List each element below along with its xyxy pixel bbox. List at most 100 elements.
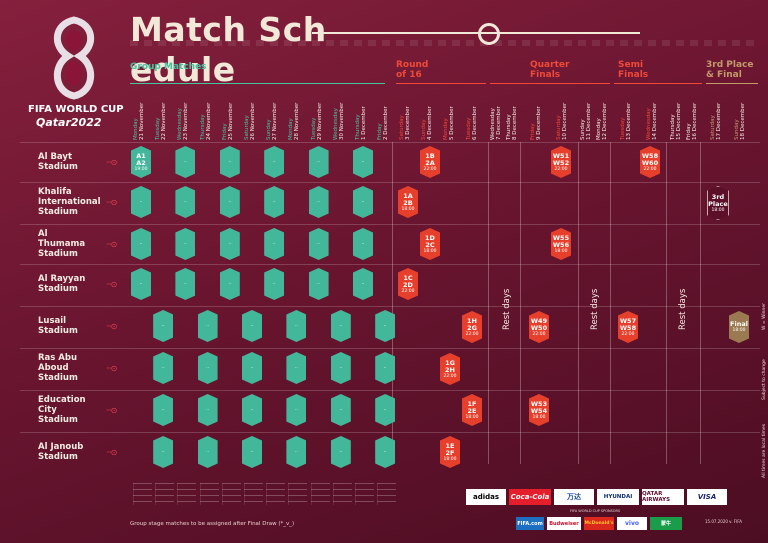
stage-r16-line (396, 83, 486, 84)
legend-column (244, 483, 263, 505)
date: 11 December (586, 102, 592, 140)
placeholder-mark: ·· (272, 159, 276, 165)
legend-column (266, 483, 286, 505)
placeholder-mark: ·· (294, 449, 298, 455)
day-header: Thursday 15 December (670, 84, 682, 140)
date: 14 December (652, 102, 658, 140)
row-separator (20, 306, 760, 307)
day-header: Tuesday 13 December (620, 84, 632, 140)
placeholder-mark: ·· (383, 407, 387, 413)
venue-marker-icon: ···⊙ (106, 406, 117, 415)
placeholder-mark: ·· (272, 199, 276, 205)
legend-column (332, 483, 352, 505)
group-match: ·· (353, 146, 373, 178)
match-r16-4: 1C 2D 22:00 (398, 268, 418, 300)
match-final: Final 18:00 (729, 311, 749, 343)
date: 28 November (294, 102, 301, 140)
date: 12 December (602, 102, 608, 140)
venue-line: Thumama (38, 239, 86, 249)
kickoff-time: 19:00 (134, 166, 148, 172)
day-header: Wednesday 23 November (177, 84, 189, 140)
placeholder-mark: ·· (361, 241, 365, 247)
venue-label: Al Rayyan Stadium (38, 274, 108, 294)
group-match: ·· (286, 436, 307, 468)
sponsor-fifa-com: FIFA.com (516, 517, 544, 530)
date: 24 November (205, 102, 212, 140)
placeholder-mark: ·· (183, 241, 187, 247)
placeholder-mark: ·· (383, 365, 387, 371)
group-match: ·· (375, 352, 396, 384)
weekday: Wednesday (332, 108, 339, 140)
group-match: ·· (330, 310, 351, 342)
placeholder-mark: ·· (161, 407, 165, 413)
sponsor-wanda: 万达 (554, 489, 594, 505)
placeholder-mark: ·· (161, 449, 165, 455)
placeholder-mark: ·· (339, 323, 343, 329)
date: 30 November (338, 102, 345, 140)
group-match: ·· (264, 146, 285, 178)
venue-line: Ras Abu (38, 353, 78, 363)
placeholder-mark: ·· (317, 159, 321, 165)
brand-line-2: Qatar2022 (36, 116, 102, 129)
placeholder-mark: ·· (250, 407, 254, 413)
match-qf-3: W49 W50 22:00 (529, 311, 549, 343)
side-note-winner: W = Winner (762, 302, 767, 330)
weekday: Tuesday (465, 117, 472, 140)
placeholder-mark: ·· (183, 199, 187, 205)
weekday: Thursday (199, 114, 206, 140)
placeholder-mark: ·· (317, 199, 321, 205)
venue-label: Lusail Stadium (38, 316, 108, 336)
group-match: ·· (308, 146, 329, 178)
date: 2 December (383, 106, 390, 140)
venue-marker-icon: ···⊙ (106, 198, 117, 207)
date: 10 December (562, 102, 568, 140)
team-slot: A2 (136, 158, 146, 167)
date: 13 December (626, 102, 632, 140)
date: 22 November (161, 102, 168, 140)
venue-marker-icon: ···⊙ (106, 448, 117, 457)
placeholder-mark: ·· (361, 159, 365, 165)
separator (666, 142, 667, 464)
date: 16 December (692, 102, 698, 140)
group-match: ·· (286, 394, 307, 426)
sponsor-caption: FIFA WORLD CUP SPONSORS (570, 509, 621, 513)
day-header: Sunday 27 November (266, 84, 278, 140)
group-match: ·· (264, 186, 285, 218)
sponsor-adidas: adidas (466, 489, 506, 505)
stage-qf-line (490, 83, 610, 84)
row-separator (20, 432, 760, 433)
side-note-times: All times are local times (762, 423, 767, 478)
group-match: ·· (264, 228, 285, 260)
date: 4 December (427, 106, 434, 140)
group-match: ·· (153, 352, 174, 384)
separator (700, 142, 701, 464)
day-header: Saturday 17 December (710, 84, 722, 140)
group-match: ·· (197, 394, 218, 426)
separator (392, 142, 393, 464)
football-icon (478, 23, 500, 45)
stage-final-label: 3rd Place & Final (706, 60, 754, 80)
rest-days-label-2: Rest days (590, 288, 600, 330)
group-match: ·· (131, 268, 151, 300)
venue-label: Ras Abu Aboud Stadium (38, 353, 108, 383)
row-separator (20, 390, 760, 391)
day-header: Sunday 11 December (580, 84, 592, 140)
stage-sf-line (614, 83, 702, 84)
placeholder-mark: ·· (250, 449, 254, 455)
match-r16-8: 1E 2F 18:00 (440, 436, 460, 468)
placeholder-mark: ·· (206, 323, 210, 329)
group-match: ·· (219, 186, 240, 218)
sponsor-qatar-airways: QATAR AIRWAYS (642, 489, 684, 505)
placeholder-mark: ·· (183, 281, 187, 287)
placeholder-mark: ·· (161, 323, 165, 329)
placeholder-mark: ·· (339, 449, 343, 455)
placeholder-mark: ·· (139, 241, 143, 247)
rest-days-label-1: Rest days (502, 288, 512, 330)
sponsor-ribbon (130, 40, 758, 46)
venue-line: Stadium (38, 452, 78, 462)
match-sf-2: W57 W58 22:00 (618, 311, 638, 343)
weekday: Tuesday (310, 117, 317, 140)
group-match: ·· (197, 310, 218, 342)
separator (610, 142, 611, 464)
